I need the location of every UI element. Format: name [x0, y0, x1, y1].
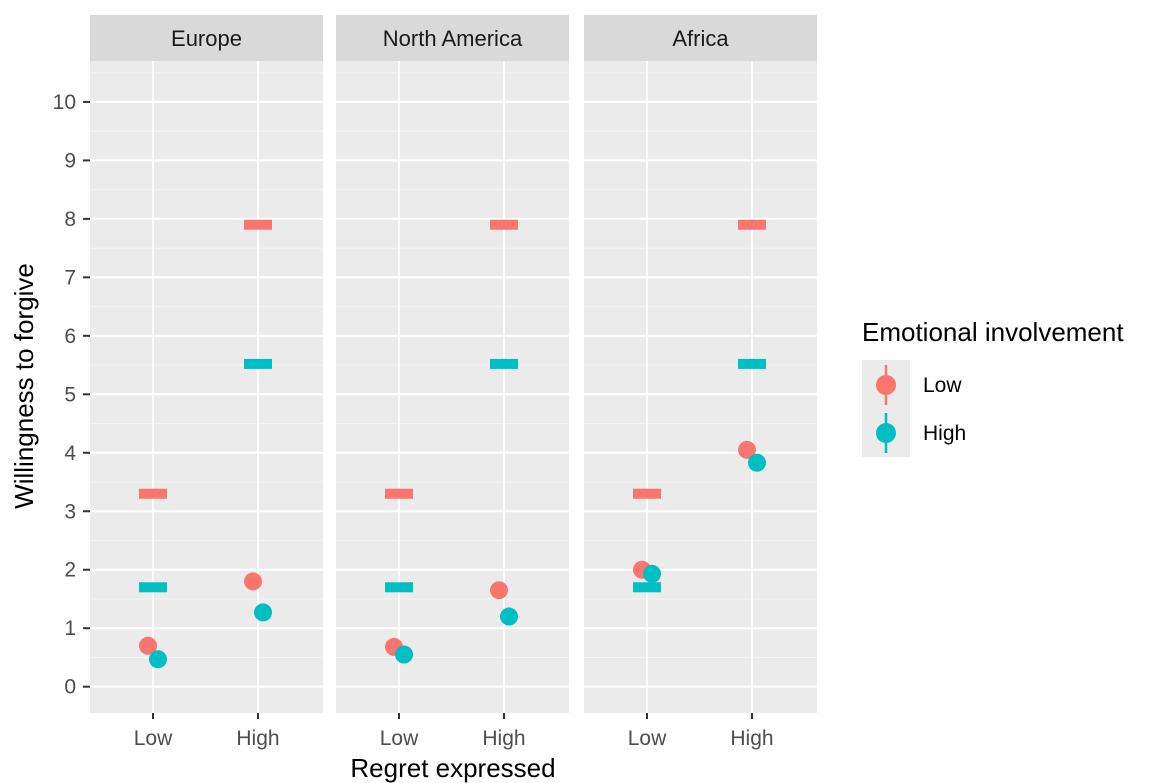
y-tick-label: 5 — [64, 383, 76, 406]
reference-bar — [633, 488, 661, 499]
x-tick-label: Low — [380, 727, 419, 750]
y-tick-label: 9 — [64, 149, 76, 172]
x-tick-label: High — [482, 727, 525, 750]
reference-bar — [490, 219, 518, 230]
reference-bar — [244, 219, 272, 230]
facet-panel: Europe Low High — [90, 15, 323, 750]
legend: Emotional involvement Low High — [862, 317, 1124, 457]
reference-bar — [385, 488, 413, 499]
data-point — [395, 645, 413, 664]
data-point — [500, 607, 518, 626]
y-tick-label: 7 — [64, 266, 76, 289]
facet-strip — [336, 15, 569, 61]
data-point — [643, 564, 661, 583]
x-tick-label: Low — [628, 727, 667, 750]
panel-background — [90, 61, 323, 713]
data-point — [490, 581, 508, 600]
y-tick-label: 4 — [64, 442, 76, 465]
reference-bar — [633, 582, 661, 593]
legend-key-point — [876, 423, 896, 443]
legend-label: Low — [923, 374, 962, 397]
x-tick-label: Low — [134, 727, 173, 750]
y-tick-label: 0 — [64, 676, 76, 699]
facet-strip-label: Europe — [171, 26, 242, 51]
facet-panel: North America Low High — [336, 15, 569, 750]
data-point — [149, 650, 167, 669]
reference-bar — [385, 582, 413, 593]
legend-key-point — [876, 375, 896, 395]
data-point — [254, 603, 272, 622]
facet-panels: Europe Low High North America Low High Africa L… — [90, 15, 817, 750]
legend-title: Emotional involvement — [862, 317, 1124, 347]
reference-bar — [139, 488, 167, 499]
reference-bar — [738, 219, 766, 230]
panel-background — [336, 61, 569, 713]
data-point — [244, 572, 262, 591]
y-axis-title: Willingness to forgive — [9, 263, 39, 509]
y-tick-label: 2 — [64, 559, 76, 582]
facet-strip-label: Africa — [672, 26, 729, 51]
data-point — [748, 453, 766, 472]
y-tick-label: 6 — [64, 325, 76, 348]
y-tick-label: 1 — [64, 617, 76, 640]
reference-bar — [244, 358, 272, 369]
legend-label: High — [923, 422, 966, 445]
facet-strip — [584, 15, 817, 61]
data-point — [738, 440, 756, 459]
data-point — [139, 636, 157, 655]
y-tick-label: 3 — [64, 500, 76, 523]
x-tick-label: High — [730, 727, 773, 750]
x-tick-label: High — [236, 727, 279, 750]
y-tick-label: 8 — [64, 208, 76, 231]
panel-background — [584, 61, 817, 713]
reference-bar — [738, 358, 766, 369]
facet-strip — [90, 15, 323, 61]
facet-panel: Africa Low High — [584, 15, 817, 750]
reference-bar — [139, 582, 167, 593]
reference-bar — [490, 358, 518, 369]
facet-strip-label: North America — [383, 26, 523, 51]
y-tick-label: 10 — [53, 91, 76, 114]
x-axis-title: Regret expressed — [350, 753, 555, 783]
y-axis: 0 1 2 3 4 5 6 7 8 9 10 — [53, 91, 90, 699]
